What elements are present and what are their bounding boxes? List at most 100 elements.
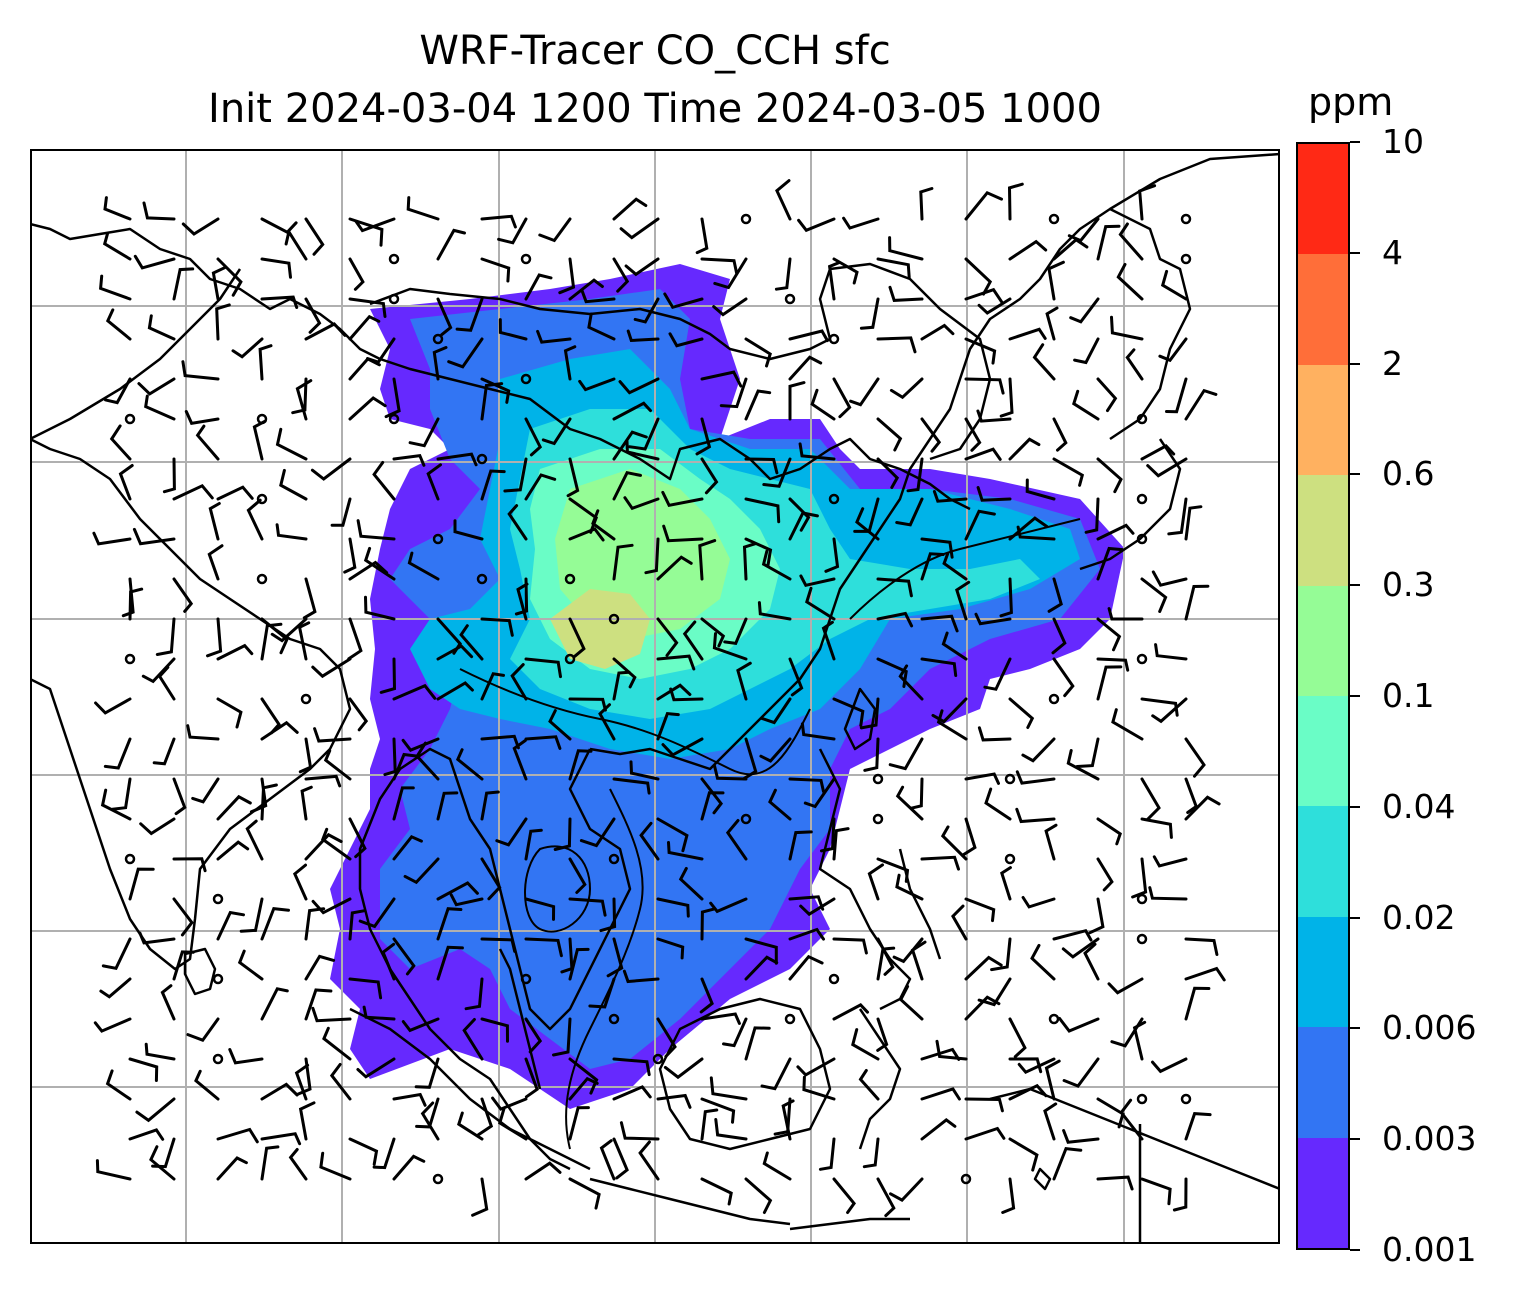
wind-barb: [682, 620, 704, 661]
wind-barb: [128, 1057, 159, 1082]
shade-level-7: [550, 589, 650, 669]
wind-barb: [403, 857, 440, 885]
wind-barb: [876, 946, 896, 981]
wind-barb: [186, 724, 220, 741]
wind-barb: [723, 617, 748, 646]
figure-title-line-2: Init 2024-03-04 1200 Time 2024-03-05 100…: [208, 86, 1102, 132]
wind-barb: [354, 217, 396, 233]
wind-barb: [181, 217, 220, 236]
wind-barb: [920, 657, 958, 677]
wind-barb: [568, 617, 586, 658]
colorbar-tick: [1350, 473, 1360, 476]
wind-barb: [436, 881, 479, 901]
wind-barb: [788, 355, 823, 381]
wind-barb: [627, 417, 660, 451]
wind-barb: [216, 1156, 248, 1181]
wind-barb: [436, 681, 474, 701]
wind-barb: [876, 1017, 889, 1052]
wind-barb: [936, 709, 968, 741]
wind-barb: [480, 1017, 509, 1043]
calm-wind-marker: [476, 573, 488, 585]
wind-barb: [401, 1017, 440, 1033]
wind-barb: [849, 377, 880, 407]
calm-wind-marker: [740, 213, 752, 225]
calm-wind-marker: [960, 1173, 972, 1185]
wind-barb: [638, 1140, 660, 1181]
wind-barb: [216, 910, 245, 941]
wind-barb: [612, 1137, 629, 1180]
wind-barb: [876, 577, 913, 598]
wind-barb: [1072, 389, 1100, 421]
wind-barb: [406, 196, 440, 221]
wind-barb: [524, 657, 562, 679]
wind-barb: [383, 737, 397, 777]
wind-barb: [656, 937, 685, 960]
wind-barb: [1073, 337, 1100, 365]
calm-wind-marker: [784, 1013, 796, 1025]
calm-wind-marker: [1180, 1093, 1192, 1105]
map-canvas: [30, 149, 1280, 1244]
wind-barb: [629, 760, 660, 781]
wind-barb: [1125, 348, 1144, 381]
wind-barb: [1030, 943, 1056, 981]
wind-barb: [662, 524, 704, 543]
wind-barb: [669, 687, 704, 702]
wind-barb: [1025, 478, 1056, 501]
wind-barb: [348, 217, 384, 247]
colorbar-segment: [1298, 475, 1348, 586]
wind-barb: [538, 217, 572, 243]
wind-barb: [480, 377, 511, 404]
wind-barb: [109, 424, 132, 461]
wind-barb: [362, 1005, 396, 1021]
wind-barb: [426, 463, 442, 501]
wind-barb: [94, 697, 132, 715]
wind-barb: [260, 906, 290, 941]
wind-barb: [895, 785, 924, 821]
calm-wind-marker: [520, 373, 532, 385]
wind-barb: [260, 622, 283, 661]
wind-barb: [961, 817, 977, 857]
wind-barb: [876, 257, 911, 279]
wind-barb: [480, 257, 511, 283]
wind-barb: [1096, 657, 1130, 672]
colorbar-segment: [1298, 585, 1348, 696]
wind-barb: [1015, 770, 1056, 785]
wind-barb: [260, 720, 299, 741]
wind-barb: [1045, 306, 1059, 341]
wind-barb: [1096, 1097, 1125, 1129]
wind-barb: [1001, 1177, 1016, 1214]
colorbar-tick: [1350, 695, 1360, 697]
wind-barb: [172, 897, 194, 937]
calm-wind-marker: [740, 813, 752, 825]
wind-barb: [964, 955, 1003, 981]
wind-barb: [964, 287, 1004, 305]
wind-barb: [709, 1076, 748, 1101]
wind-barb: [788, 830, 813, 861]
wind-barb: [788, 657, 804, 697]
wind-barb: [888, 236, 924, 261]
wind-barb: [172, 950, 195, 981]
wind-barb: [951, 904, 968, 941]
wind-barb: [898, 664, 924, 701]
wind-barb: [678, 867, 704, 901]
wind-barb: [832, 697, 865, 727]
wind-barb: [260, 295, 299, 309]
colorbar-segment: [1298, 806, 1348, 917]
wind-barb: [906, 457, 924, 493]
calm-wind-marker: [1136, 653, 1148, 665]
wind-barb: [612, 1085, 652, 1101]
wind-barb: [1096, 523, 1135, 541]
wind-barb: [919, 187, 934, 221]
wind-barb: [133, 254, 176, 270]
calm-wind-marker: [784, 293, 796, 305]
wind-barb: [1008, 1017, 1027, 1059]
wind-barb: [135, 1097, 176, 1123]
wind-barb: [656, 712, 680, 741]
wind-barb: [216, 643, 254, 661]
wind-barb: [656, 1017, 677, 1058]
wind-barb: [859, 297, 880, 330]
wind-barb: [152, 737, 176, 766]
wind-barb: [216, 840, 250, 861]
wind-barb: [821, 620, 836, 661]
wind-barb: [260, 783, 278, 821]
